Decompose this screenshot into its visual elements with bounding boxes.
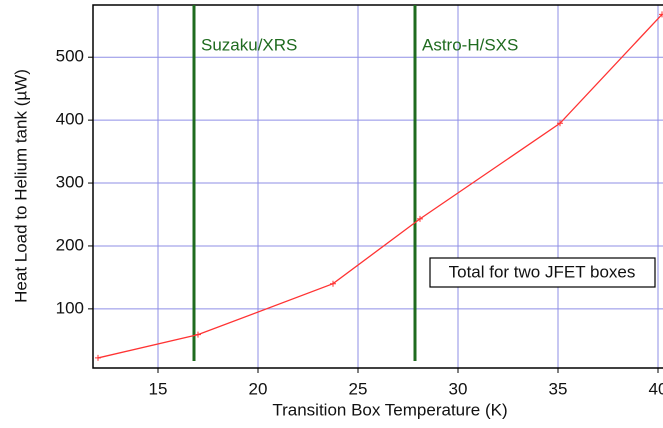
- x-tick-label: 40: [649, 379, 663, 398]
- data-point: [557, 120, 563, 127]
- legend-box: [429, 257, 656, 288]
- data-point: [195, 331, 201, 338]
- data-point: [659, 11, 663, 18]
- data-line: [97, 13, 663, 359]
- reference-label: Suzaku/XRS: [201, 35, 297, 54]
- y-tick-label: 500: [56, 47, 84, 66]
- reference-label: Astro-H/SXS: [422, 35, 518, 54]
- axis-frame: [92, 4, 663, 369]
- legend-label: Total for two JFET boxes: [449, 262, 636, 281]
- data-point: [330, 280, 336, 287]
- y-tick-label: 300: [56, 173, 84, 192]
- data-point: [95, 354, 101, 361]
- x-tick-label: 25: [349, 379, 368, 398]
- x-tick-label: 35: [549, 379, 568, 398]
- x-tick-label: 15: [149, 379, 168, 398]
- x-tick-label: 20: [249, 379, 268, 398]
- y-tick-label: 400: [56, 110, 84, 129]
- y-tick-label: 100: [56, 298, 84, 317]
- x-axis-label: Transition Box Temperature (K): [272, 400, 507, 419]
- y-tick-label: 200: [56, 235, 84, 254]
- y-axis-label: Heat Load to Helium tank (µW): [11, 69, 30, 303]
- x-tick-label: 30: [449, 379, 468, 398]
- data-point: [417, 215, 423, 222]
